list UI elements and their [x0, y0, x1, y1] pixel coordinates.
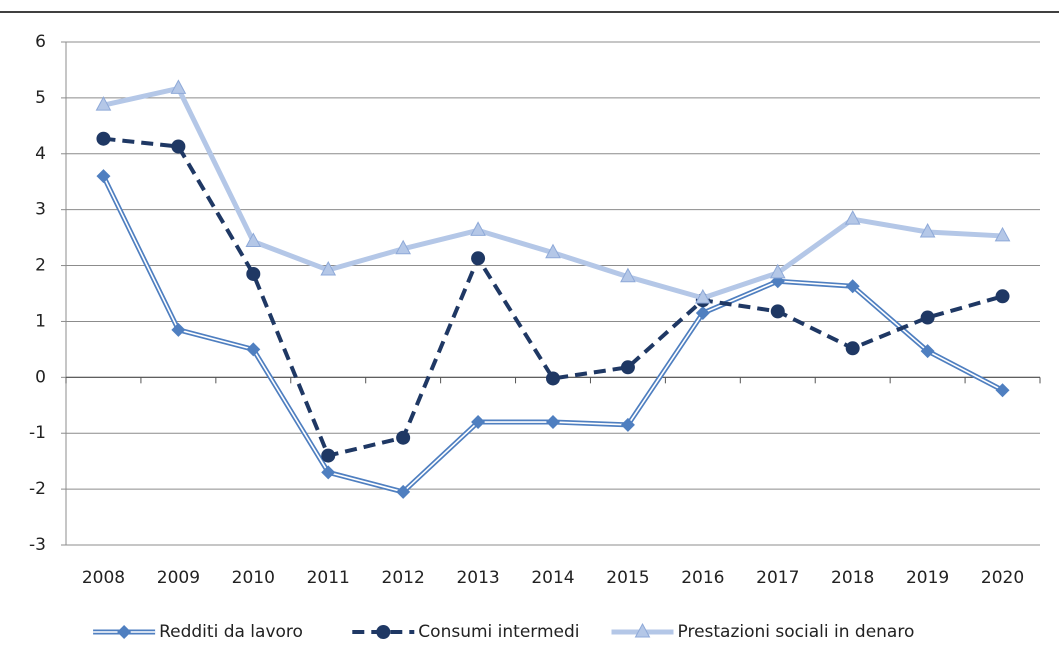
marker [395, 239, 411, 255]
y-tick-label: 0 [35, 367, 46, 387]
marker [995, 289, 1010, 304]
x-tick-label: 2017 [756, 568, 799, 588]
marker [321, 465, 336, 480]
marker [919, 222, 936, 238]
x-tick-label: 2016 [681, 568, 724, 588]
marker [995, 383, 1010, 398]
marker [171, 322, 186, 337]
marker [620, 267, 636, 283]
x-tick-label: 2013 [456, 568, 499, 588]
y-tick-label: -2 [29, 479, 46, 499]
marker [95, 96, 112, 111]
marker [245, 232, 262, 248]
y-tick-label: 3 [35, 200, 46, 220]
marker [845, 279, 860, 294]
marker [545, 243, 561, 259]
x-tick-label: 2010 [232, 568, 275, 588]
marker [246, 342, 261, 357]
marker [321, 448, 336, 463]
marker [396, 484, 411, 499]
x-tick-label: 2008 [82, 568, 125, 588]
marker [844, 210, 861, 225]
marker [471, 415, 486, 430]
marker [620, 417, 635, 432]
y-tick-label: 2 [35, 256, 46, 276]
legend-label: Consumi intermedi [418, 622, 579, 642]
marker [920, 344, 935, 359]
x-tick-label: 2019 [906, 568, 949, 588]
marker [96, 169, 111, 184]
marker [320, 260, 337, 276]
marker [546, 371, 560, 386]
legend-marker [376, 625, 391, 639]
marker [769, 263, 786, 279]
x-tick-label: 2012 [382, 568, 425, 588]
legend-marker [634, 622, 651, 638]
x-tick-label: 2020 [981, 568, 1024, 588]
y-tick-label: -1 [29, 423, 46, 443]
marker [96, 131, 111, 146]
marker [994, 226, 1011, 242]
marker [770, 304, 785, 319]
y-tick-label: 4 [35, 144, 46, 164]
marker [170, 79, 187, 94]
marker [171, 139, 186, 154]
marker [396, 430, 411, 445]
legend-label: Prestazioni sociali in denaro [678, 622, 915, 642]
marker [546, 415, 560, 430]
marker [620, 360, 635, 375]
x-tick-label: 2018 [831, 568, 874, 588]
x-tick-label: 2015 [606, 568, 649, 588]
series-line [102, 85, 1003, 301]
x-tick-label: 2009 [157, 568, 200, 588]
legend-marker [117, 625, 132, 639]
marker [246, 266, 261, 281]
y-tick-label: 5 [35, 88, 46, 108]
marker [845, 341, 860, 356]
marker [920, 310, 935, 325]
marker [470, 221, 486, 236]
marker [695, 288, 711, 304]
marker [695, 306, 710, 321]
y-tick-label: 1 [35, 311, 46, 331]
x-tick-label: 2014 [531, 568, 574, 588]
legend-label: Redditi da lavoro [159, 622, 303, 642]
x-tick-label: 2011 [307, 568, 350, 588]
y-tick-label: 6 [35, 32, 46, 52]
y-tick-label: -3 [29, 535, 46, 555]
marker [471, 251, 486, 266]
